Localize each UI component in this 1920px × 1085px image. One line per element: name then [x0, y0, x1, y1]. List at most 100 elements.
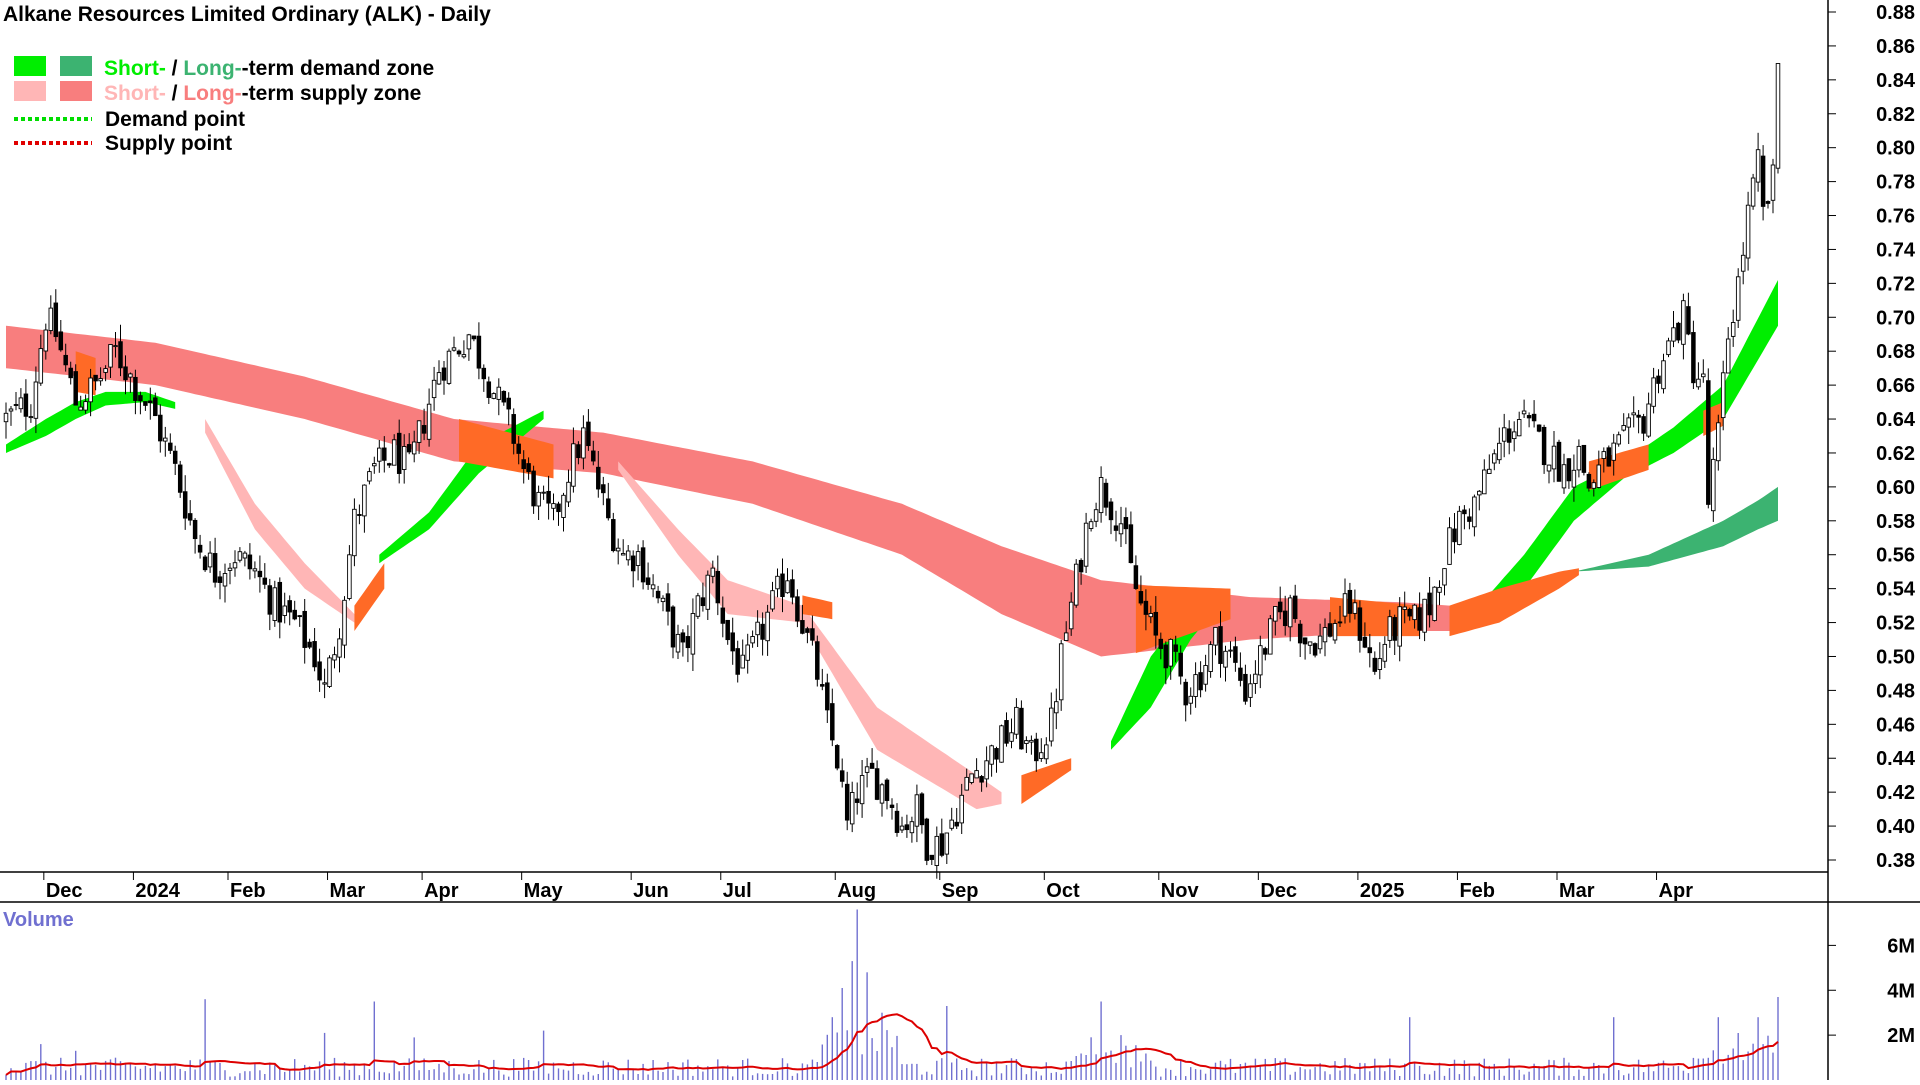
candle [1696, 362, 1701, 390]
candle-body [158, 414, 163, 442]
candle-body [1467, 516, 1472, 522]
candle [1108, 498, 1114, 535]
candle-body [252, 568, 258, 572]
candle-body [1516, 419, 1522, 437]
candle [670, 605, 676, 659]
candle [1720, 360, 1726, 431]
candle-body [322, 682, 327, 685]
candle [347, 545, 352, 601]
candle-body [163, 437, 168, 442]
candle-body [1024, 740, 1029, 744]
candle-body [1397, 606, 1402, 647]
candle-body [1606, 447, 1612, 467]
candle [665, 583, 671, 626]
candle [1531, 400, 1537, 428]
x-tick-label: Aug [837, 880, 876, 902]
candle [924, 817, 930, 866]
candle [1063, 621, 1069, 641]
x-tick-label: Nov [1161, 880, 1200, 902]
candle [38, 334, 44, 386]
candle-body [1307, 641, 1313, 646]
candle [805, 626, 810, 644]
candle [1616, 431, 1621, 447]
candle-body [1163, 644, 1169, 669]
candle-body [815, 641, 820, 680]
y-tick-label: 0.80 [1876, 138, 1915, 160]
candle-body [1775, 63, 1781, 169]
candle-body [1019, 707, 1024, 750]
candle-body [73, 371, 78, 406]
candle [660, 595, 666, 612]
candle-body [1113, 525, 1119, 531]
candle-body [197, 544, 203, 553]
candle-body [1661, 360, 1666, 390]
candle-body [387, 463, 392, 466]
candle-body [745, 644, 750, 661]
candle-body [650, 584, 656, 590]
candle-body [1422, 598, 1427, 633]
candle [1282, 595, 1288, 636]
candle [1268, 615, 1273, 655]
candle-body [1153, 611, 1159, 636]
candle [1312, 642, 1318, 658]
candle [357, 504, 362, 525]
candle [531, 465, 536, 514]
candle-body [1203, 665, 1208, 685]
candle [267, 578, 273, 631]
candle-body [1621, 425, 1626, 431]
candle [685, 625, 691, 663]
candle-body [481, 367, 487, 380]
candle [1556, 439, 1562, 482]
candle-body [362, 484, 367, 517]
candle [282, 592, 287, 624]
candle [1148, 605, 1154, 624]
candle-body [282, 605, 287, 616]
volume-tick-label: 4M [1887, 980, 1915, 1002]
candle-body [531, 470, 536, 507]
candles-layer [3, 63, 1781, 879]
candle [1656, 369, 1661, 394]
candle [23, 379, 29, 431]
candle [491, 392, 497, 400]
candle-body [994, 748, 999, 760]
candle-body [1347, 589, 1353, 614]
candle-body [1382, 643, 1388, 662]
candle-body [899, 825, 905, 831]
candle [1213, 626, 1218, 656]
candle-body [347, 554, 352, 599]
transition-zone-8 [1588, 444, 1649, 491]
candle [1138, 575, 1144, 606]
candle-body [421, 425, 427, 434]
candle [1367, 634, 1373, 668]
candle [217, 570, 223, 600]
candle [1188, 687, 1193, 715]
candle-body [665, 593, 671, 612]
candle-body [1586, 473, 1592, 489]
candle-body [1029, 739, 1034, 743]
candle-body [541, 491, 546, 494]
candle [1716, 414, 1721, 471]
candle-body [1651, 377, 1656, 407]
candle-body [1034, 738, 1039, 762]
candle-body [1173, 644, 1178, 652]
candle [441, 361, 447, 395]
candle [1606, 445, 1612, 467]
candle-body [1009, 732, 1014, 742]
candle-body [103, 368, 108, 373]
candle [1362, 622, 1368, 649]
candle-body [53, 302, 59, 338]
candle-body [1596, 464, 1602, 488]
candle-body [1068, 601, 1074, 630]
candle [277, 577, 283, 639]
y-tick-label: 0.86 [1876, 36, 1915, 58]
candle [187, 500, 193, 526]
candle [1521, 399, 1527, 418]
candle-body [262, 577, 268, 585]
candle [1651, 367, 1656, 414]
candle-body [1770, 164, 1776, 201]
candle [212, 537, 218, 588]
candle-body [1725, 338, 1731, 374]
candle-body [451, 347, 457, 351]
candle-body [1058, 643, 1064, 701]
candle [377, 440, 382, 473]
